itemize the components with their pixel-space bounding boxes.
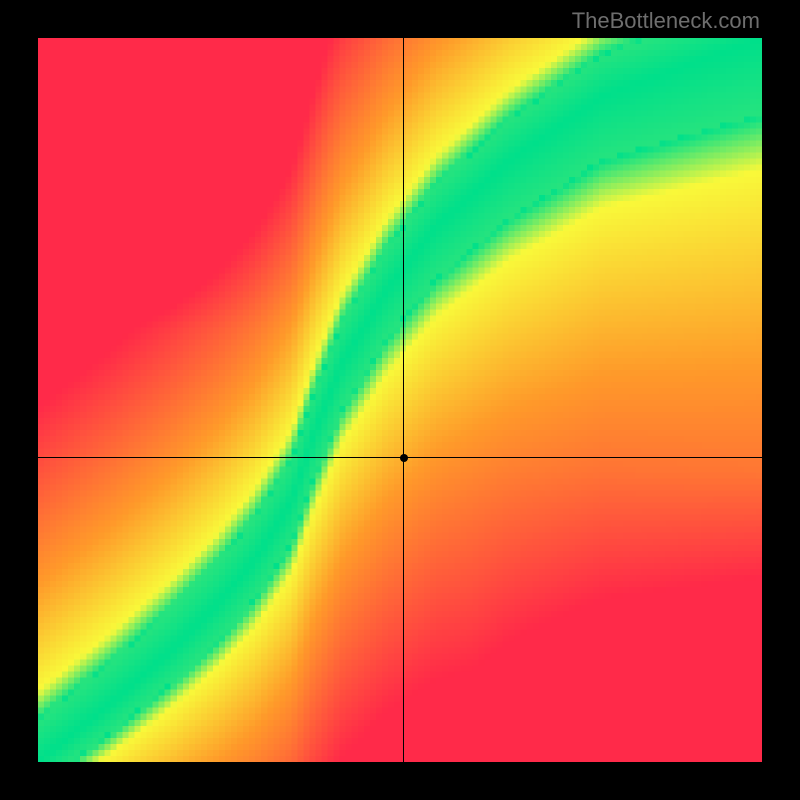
bottleneck-heatmap bbox=[38, 38, 762, 762]
crosshair-marker bbox=[400, 454, 408, 462]
chart-container: TheBottleneck.com bbox=[0, 0, 800, 800]
crosshair-vertical bbox=[403, 38, 404, 762]
watermark-text: TheBottleneck.com bbox=[572, 8, 760, 34]
